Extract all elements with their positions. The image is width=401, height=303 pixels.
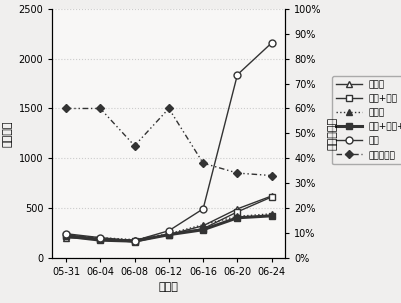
Line: 色板+诱芯: 色板+诱芯	[62, 193, 275, 246]
吡虫啉	[269, 212, 273, 216]
对照	[97, 236, 102, 239]
色板+诱芯	[166, 232, 171, 236]
雷公藤	[200, 224, 205, 228]
雷公藤	[166, 233, 171, 237]
色板+诱芯	[235, 210, 239, 214]
吡虫啉	[235, 215, 239, 218]
X-axis label: 月－日: 月－日	[158, 282, 178, 292]
成虫百分率	[132, 144, 137, 148]
成虫百分率	[97, 107, 102, 110]
成虫百分率	[200, 161, 205, 165]
雷公藤	[63, 236, 68, 239]
Line: 成虫百分率: 成虫百分率	[63, 106, 274, 178]
成虫百分率	[269, 174, 273, 177]
色板+诱芯+雷公藤	[63, 234, 68, 238]
色板+诱芯+雷公藤	[235, 216, 239, 220]
色板+诱芯+雷公藤	[132, 239, 137, 243]
对照	[166, 229, 171, 232]
成虫百分率	[235, 171, 239, 175]
Line: 对照: 对照	[62, 39, 275, 244]
成虫百分率	[166, 107, 171, 110]
Legend: 雷公藤, 色板+诱芯, 吡虫啉, 色板+诱芯+雷公藤, 对照, 成虫百分率: 雷公藤, 色板+诱芯, 吡虫啉, 色板+诱芯+雷公藤, 对照, 成虫百分率	[331, 76, 401, 164]
色板+诱芯	[132, 240, 137, 244]
Y-axis label: 成虫百分率: 成虫百分率	[327, 117, 337, 150]
对照	[132, 239, 137, 242]
Line: 色板+诱芯+雷公藤: 色板+诱芯+雷公藤	[62, 212, 275, 245]
吡虫啉	[166, 232, 171, 235]
雷公藤	[97, 237, 102, 241]
色板+诱芯	[97, 237, 102, 241]
色板+诱芯	[200, 227, 205, 231]
对照	[200, 207, 205, 211]
Y-axis label: 叶蝉虫量: 叶蝉虫量	[3, 120, 13, 147]
色板+诱芯	[269, 195, 273, 199]
吡虫啉	[132, 238, 137, 241]
吡虫啉	[63, 234, 68, 238]
对照	[63, 232, 68, 235]
色板+诱芯+雷公藤	[166, 233, 171, 237]
色板+诱芯	[63, 233, 68, 237]
雷公藤	[269, 194, 273, 198]
雷公藤	[235, 207, 239, 211]
色板+诱芯+雷公藤	[200, 228, 205, 231]
Line: 吡虫啉: 吡虫啉	[62, 210, 275, 243]
Line: 雷公藤: 雷公藤	[62, 192, 275, 244]
吡虫啉	[97, 236, 102, 239]
吡虫啉	[200, 223, 205, 227]
色板+诱芯+雷公藤	[97, 238, 102, 242]
雷公藤	[132, 238, 137, 242]
对照	[269, 41, 273, 45]
对照	[235, 73, 239, 76]
成虫百分率	[63, 107, 68, 110]
色板+诱芯+雷公藤	[269, 214, 273, 218]
